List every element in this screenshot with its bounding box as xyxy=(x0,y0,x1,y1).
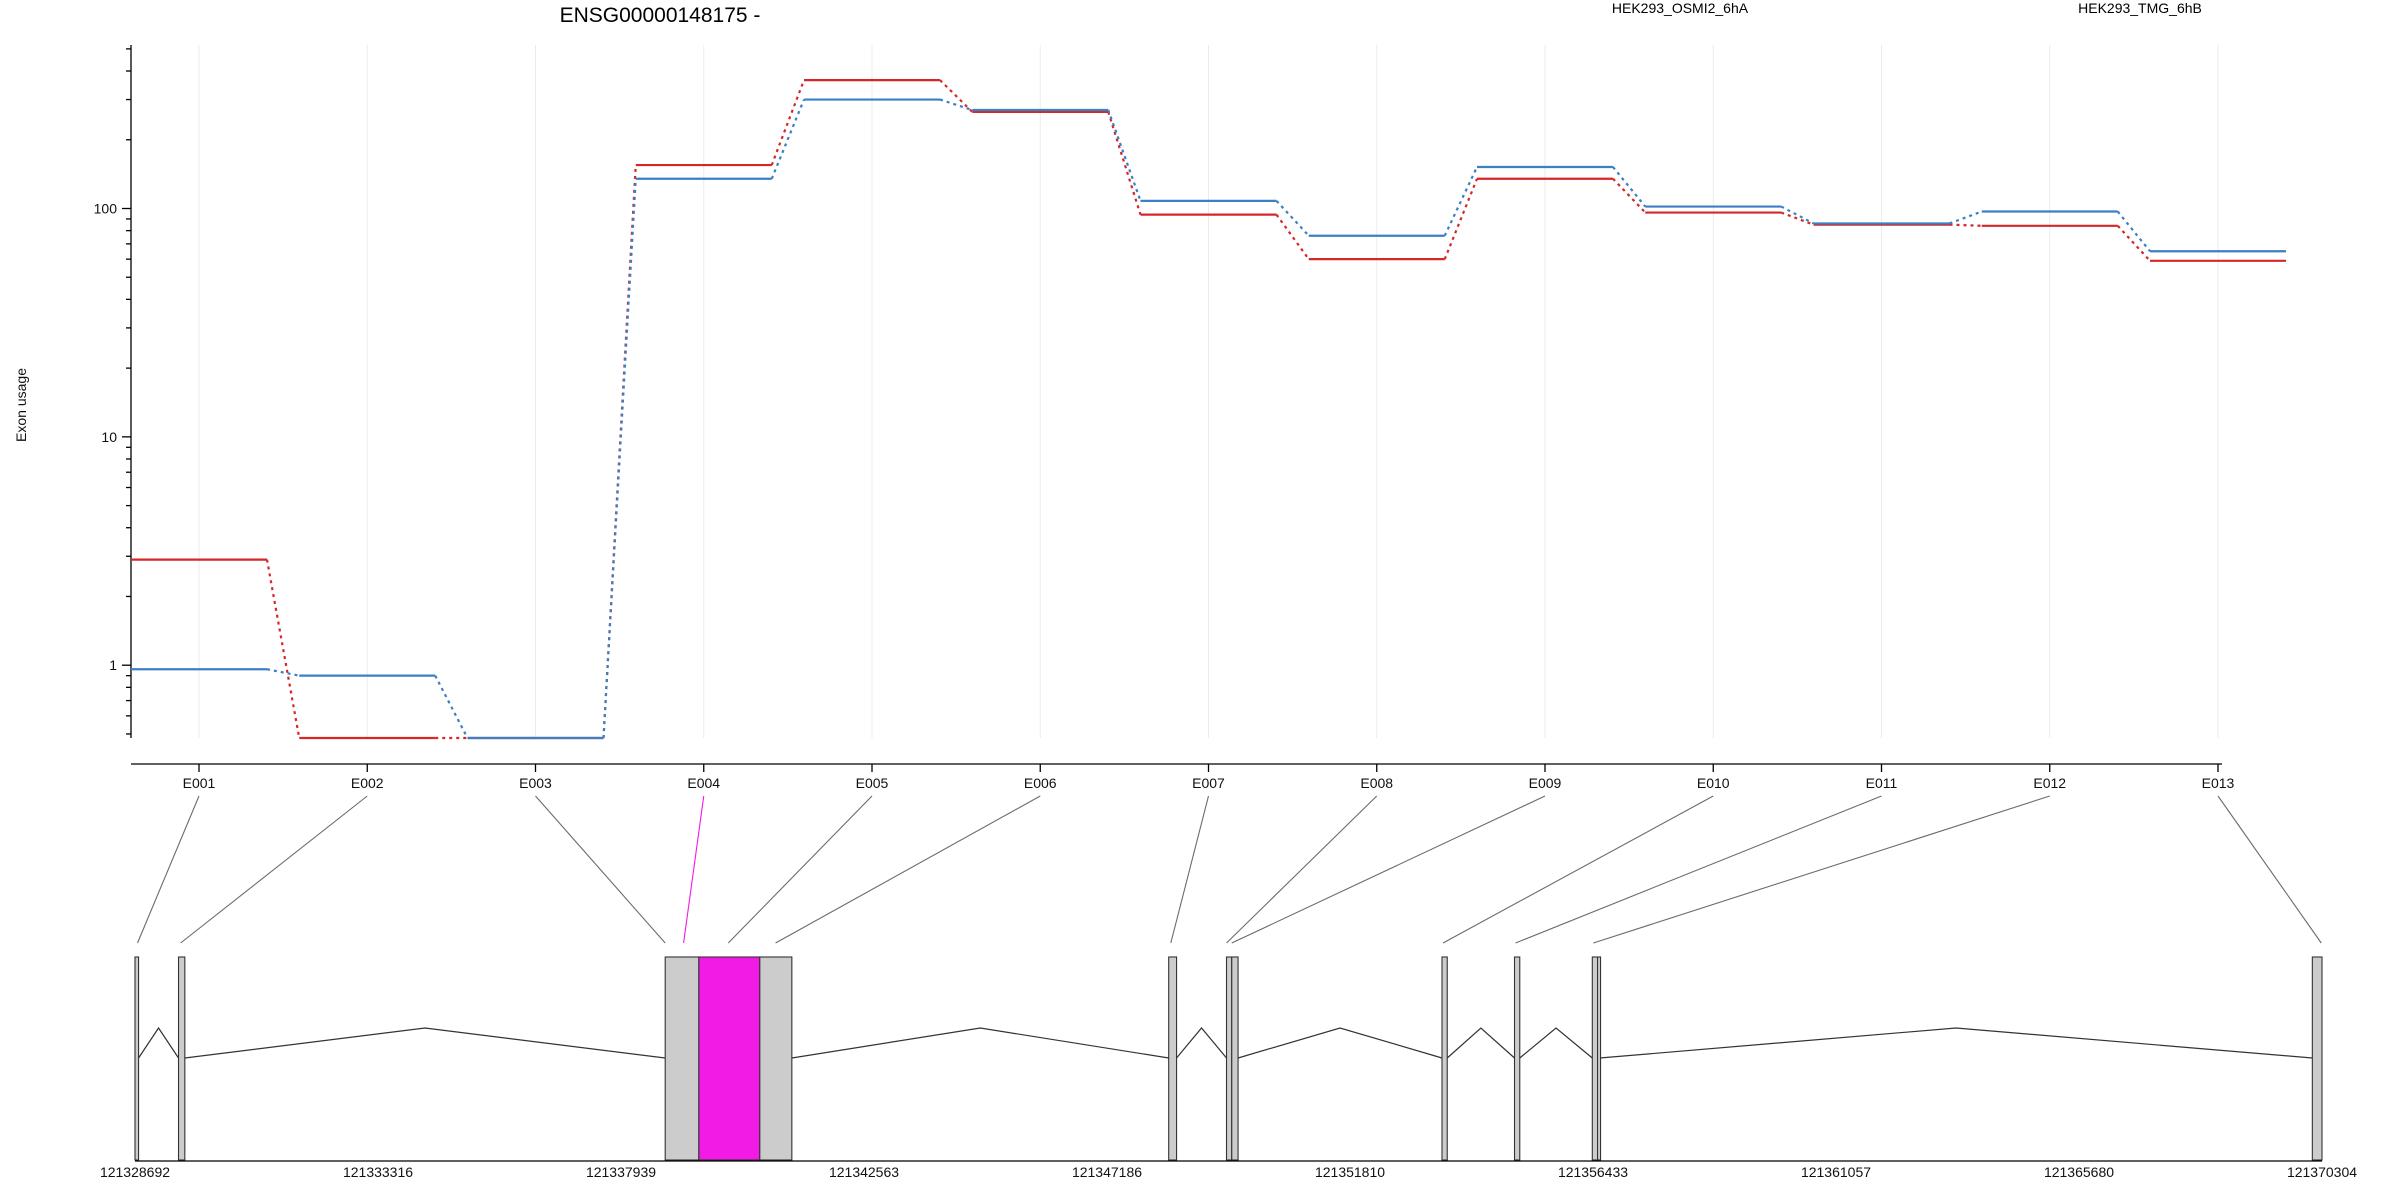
data-connector xyxy=(1275,200,1310,237)
x-tick-label: E011 xyxy=(1866,775,1898,791)
intron-line xyxy=(1446,1027,1515,1059)
genomic-coordinate-label: 121342563 xyxy=(829,1164,899,1180)
data-connector xyxy=(1612,177,1647,214)
exon-connector xyxy=(535,795,666,944)
data-connector xyxy=(1612,166,1647,208)
exon-connector xyxy=(1442,795,1714,944)
genomic-coordinate-label: 121333316 xyxy=(343,1164,413,1180)
exon-box xyxy=(1591,956,1599,1161)
exon-box xyxy=(1168,956,1178,1161)
intron-line xyxy=(1237,1027,1443,1059)
intron-line xyxy=(184,1027,666,1059)
exon-connector xyxy=(683,795,705,944)
legend-entry-series-1: HEK293_OSMI2_6hA xyxy=(1612,0,1749,16)
y-tick-label: 10 xyxy=(101,429,117,445)
data-connector xyxy=(434,675,469,739)
genomic-coordinate-label: 121361057 xyxy=(1801,1164,1871,1180)
exon-connector xyxy=(180,795,368,944)
data-connector xyxy=(1443,178,1479,260)
x-tick-label: E007 xyxy=(1192,775,1225,791)
exon-connector xyxy=(1226,795,1378,944)
data-connector xyxy=(266,668,300,677)
x-tick-label: E012 xyxy=(2033,775,2066,791)
exon-box xyxy=(1597,956,1602,1161)
series-2 xyxy=(131,98,2286,740)
data-connector xyxy=(1780,205,1815,225)
data-connector xyxy=(770,79,806,166)
x-tick-label: E013 xyxy=(2202,775,2235,791)
data-connector xyxy=(1949,210,1983,225)
data-connector xyxy=(1107,111,1142,215)
exon-box xyxy=(2311,956,2323,1161)
y-axis-label: Exon usage xyxy=(13,368,29,442)
exon-box xyxy=(134,956,140,1161)
x-tick-label: E003 xyxy=(519,775,552,791)
exon-connector xyxy=(137,795,200,944)
genomic-coordinate-label: 121356433 xyxy=(1558,1164,1628,1180)
data-connector xyxy=(2116,225,2151,262)
data-connector xyxy=(770,99,806,180)
x-tick-label: E005 xyxy=(856,775,889,791)
exon-connector xyxy=(727,795,873,944)
genomic-coordinate-label: 121351810 xyxy=(1315,1164,1385,1180)
data-connector xyxy=(602,178,637,739)
genomic-coordinate-label: 121370304 xyxy=(2287,1164,2357,1180)
x-tick-label: E002 xyxy=(351,775,384,791)
exon-box xyxy=(1225,956,1233,1161)
exon-box xyxy=(759,956,793,1161)
exon-box xyxy=(177,956,186,1161)
intron-line xyxy=(1176,1027,1227,1059)
genomic-coordinate-label: 121365680 xyxy=(2044,1164,2114,1180)
y-tick-label: 1 xyxy=(109,657,117,673)
exon-connector xyxy=(1593,795,2050,944)
intron-line xyxy=(138,1026,180,1059)
y-tick-label: 100 xyxy=(94,201,118,217)
legend-entry-series-2: HEK293_TMG_6hB xyxy=(2078,0,2202,16)
exon-box xyxy=(1231,956,1239,1161)
x-tick-label: E004 xyxy=(687,775,720,791)
intron-line xyxy=(1599,1027,2313,1059)
data-connector xyxy=(265,559,301,739)
exon-connector xyxy=(1515,795,1882,944)
data-connector xyxy=(1949,223,1982,227)
data-connector xyxy=(2116,210,2151,252)
x-tick-label: E006 xyxy=(1024,775,1057,791)
exon-connector xyxy=(1231,795,1546,944)
x-tick-label: E010 xyxy=(1697,775,1730,791)
gene-model: 121328692 121333316 121337939 121342563 1213… xyxy=(100,795,2357,1180)
genomic-coordinate-label: 121347186 xyxy=(1072,1164,1142,1180)
plot-area: 1 10 100 E001 E002 E003 E004 E005 E006 E007 E008 E0… xyxy=(94,45,2286,791)
exon-box xyxy=(1441,956,1448,1161)
intron-line xyxy=(1519,1027,1593,1059)
intron-line xyxy=(791,1027,1169,1059)
exon-box xyxy=(698,956,761,1161)
x-tick-label: E001 xyxy=(183,775,216,791)
exon-box xyxy=(664,956,700,1161)
exon-connector xyxy=(2217,795,2322,944)
x-tick-label: E008 xyxy=(1360,775,1393,791)
x-tick-label: E009 xyxy=(1529,775,1562,791)
exon-connector xyxy=(775,795,1041,944)
exon-connector xyxy=(1170,795,1210,944)
genomic-coordinate-label: 121337939 xyxy=(586,1164,656,1180)
data-connector xyxy=(1107,109,1142,202)
data-connector xyxy=(1780,211,1814,226)
data-connector xyxy=(939,79,974,113)
data-connector xyxy=(939,98,973,112)
exon-box xyxy=(1513,956,1521,1161)
data-connector xyxy=(1443,166,1478,237)
data-connector xyxy=(1275,213,1310,260)
genomic-coordinate-label: 121328692 xyxy=(100,1164,170,1180)
chart-title: ENSG00000148175 - xyxy=(560,4,761,27)
